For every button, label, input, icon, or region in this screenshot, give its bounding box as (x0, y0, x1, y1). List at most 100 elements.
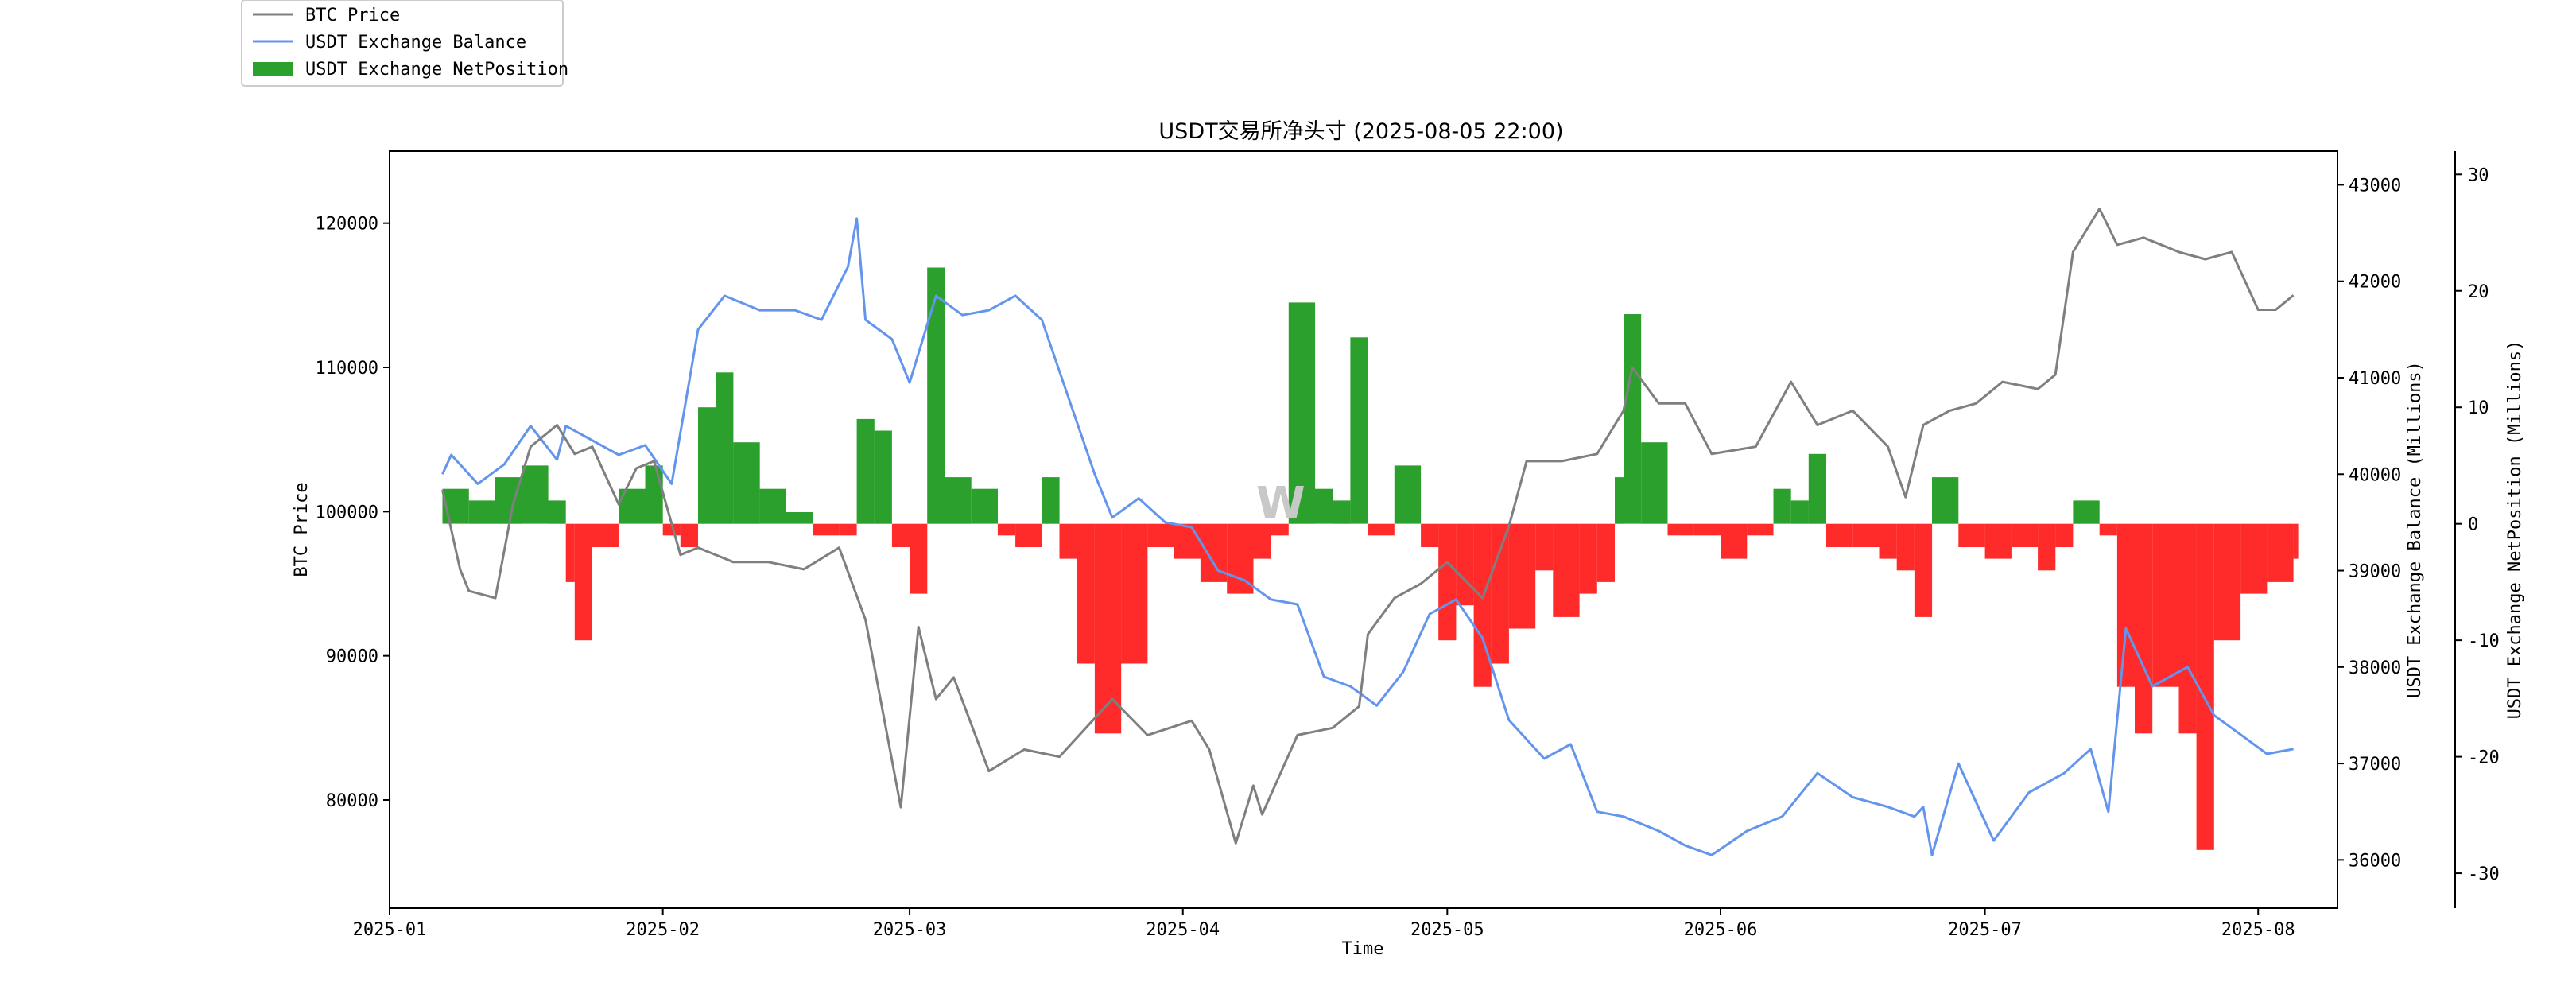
netposition-bar (1693, 523, 1721, 536)
netposition-bar (2099, 523, 2117, 536)
netposition-bar (891, 523, 910, 547)
netposition-bar (1121, 523, 1148, 664)
netposition-bar (1394, 465, 1422, 524)
netposition-bar (1174, 523, 1201, 559)
netposition-bar (1473, 523, 1492, 687)
netposition-bar (1350, 337, 1368, 524)
netposition-bar (1456, 523, 1474, 606)
netposition-bar (2073, 500, 2100, 524)
netposition-bar (1253, 523, 1271, 559)
netposition-bar (645, 465, 663, 524)
netposition-bar (1879, 523, 1897, 559)
netposition-bar (856, 418, 875, 524)
balance-line (441, 217, 2294, 856)
netposition-bar (2178, 523, 2197, 734)
netposition-bar (2240, 523, 2268, 594)
right2-tick-label: 30 (2468, 165, 2489, 185)
netposition-bar (1508, 523, 1536, 629)
netposition-bar (1641, 442, 1668, 524)
right-tick-label: 37000 (2349, 755, 2401, 775)
netposition-bar (2152, 523, 2179, 687)
right-axis-ticks: 36000 37000 38000 39000 40000 41000 42000 43000 (2337, 176, 2401, 871)
netposition-bar (1721, 523, 1748, 559)
netposition-bar (759, 488, 786, 524)
netposition-bar (2267, 523, 2294, 582)
netposition-bar (548, 500, 566, 524)
netposition-bar (698, 407, 716, 524)
netposition-bar (468, 500, 496, 524)
netposition-bar (1438, 523, 1457, 641)
plot-frame (389, 150, 2338, 909)
x-tick-label: 2025-08 (2221, 920, 2295, 940)
netposition-bar (1852, 523, 1880, 547)
netposition-bar (716, 372, 734, 524)
netposition-bar (1958, 523, 1985, 547)
netposition-bar (1271, 523, 1289, 536)
legend-label-balance: USDT Exchange Balance (305, 33, 526, 52)
netposition-bar (1421, 523, 1439, 547)
netposition-bar (733, 442, 760, 524)
right2-tick-label: 10 (2468, 398, 2489, 418)
netposition-bar (1094, 523, 1122, 734)
netposition-bar (1579, 523, 1597, 594)
netposition-bar (1368, 523, 1395, 536)
netposition-bar (839, 523, 857, 536)
x-tick-label: 2025-01 (353, 920, 427, 940)
legend-label-netposition: USDT Exchange NetPosition (305, 60, 568, 80)
netposition-bar (1790, 500, 1809, 524)
netposition-bar (1059, 523, 1077, 559)
btc-price-line (441, 208, 2295, 845)
right2-tick-label: 0 (2468, 515, 2478, 535)
netposition-bar (1227, 523, 1254, 594)
left-tick-label: 80000 (326, 791, 378, 811)
netposition-bar (1553, 523, 1580, 617)
netposition-bar (945, 477, 972, 524)
netposition-bar (592, 523, 619, 547)
netposition-bar (662, 523, 681, 536)
x-tick-label: 2025-07 (1948, 920, 2022, 940)
netposition-bar (1596, 523, 1615, 582)
netposition-bar (2213, 523, 2241, 641)
netposition-bar (2055, 523, 2074, 547)
x-axis-title: Time (1342, 939, 1384, 959)
right-tick-label: 40000 (2349, 465, 2401, 485)
legend: BTC Price USDT Exchange Balance USDT Exc… (241, 0, 568, 87)
legend-swatch-netposition (253, 62, 293, 76)
netposition-bar (1808, 453, 1826, 524)
netposition-bar (786, 512, 813, 524)
left-tick-label: 100000 (316, 503, 378, 522)
netposition-bars (442, 267, 2299, 850)
netposition-bar (2011, 523, 2039, 547)
netposition-bar (1624, 314, 1642, 524)
netposition-bar (1491, 523, 1509, 664)
right2-tick-label: -20 (2468, 748, 2500, 768)
right-axis-title: USDT Exchange Balance (Millions) (2405, 361, 2425, 698)
chart-title: USDT交易所净头寸 (2025-08-05 22:00) (1158, 119, 1563, 144)
right-tick-label: 41000 (2349, 369, 2401, 389)
netposition-bar (1984, 523, 2012, 559)
netposition-bar (1747, 523, 1774, 536)
x-tick-label: 2025-04 (1146, 920, 1220, 940)
x-tick-label: 2025-05 (1410, 920, 1484, 940)
netposition-bar (971, 488, 998, 524)
right2-axis-title: USDT Exchange NetPosition (Millions) (2505, 340, 2525, 720)
watermark: W (1256, 478, 1305, 530)
netposition-bar (2196, 523, 2214, 850)
netposition-bar (574, 523, 592, 641)
netposition-bar (1914, 523, 1933, 617)
netposition-bar (1932, 477, 1959, 524)
netposition-bar (680, 523, 698, 547)
legend-frame (241, 0, 564, 87)
netposition-bar (2116, 523, 2136, 687)
netposition-bar (1773, 488, 1791, 524)
legend-label-btc: BTC Price (305, 6, 400, 25)
series-lines (441, 208, 2295, 856)
netposition-bar (813, 523, 840, 536)
netposition-bar (1288, 302, 1316, 524)
netposition-bar (1535, 523, 1554, 571)
left-tick-label: 110000 (316, 359, 378, 379)
netposition-bar (2038, 523, 2056, 571)
right2-axis-ticks: -30 -20 -10 0 10 20 30 (2455, 165, 2500, 884)
netposition-bar (2135, 523, 2153, 734)
